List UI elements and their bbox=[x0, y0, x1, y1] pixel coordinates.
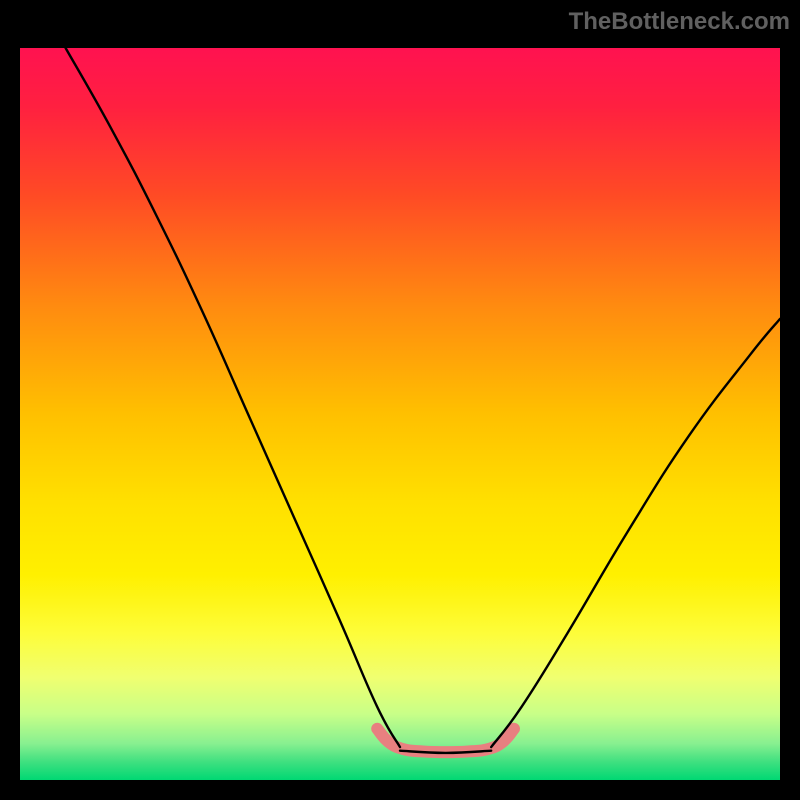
curves-layer bbox=[20, 48, 780, 780]
plot-area bbox=[10, 38, 790, 790]
watermark-text: TheBottleneck.com bbox=[569, 8, 790, 36]
v-curve-right bbox=[491, 319, 780, 747]
chart-container: TheBottleneck.com bbox=[0, 0, 800, 800]
v-curve-left bbox=[66, 48, 400, 747]
chart-frame: TheBottleneck.com bbox=[0, 0, 800, 800]
bottom-highlight-band bbox=[377, 729, 514, 752]
